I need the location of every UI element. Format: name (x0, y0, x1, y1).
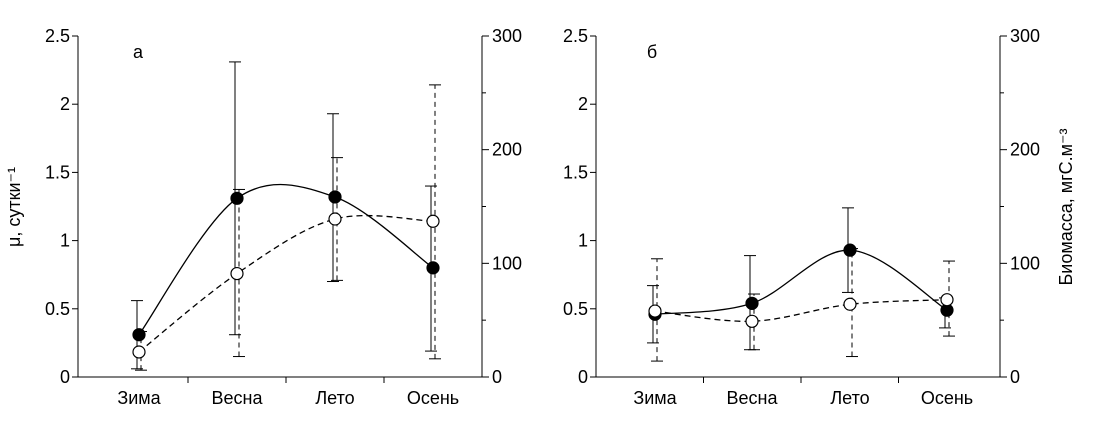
data-point (426, 214, 440, 228)
left-tick-label: 1.5 (563, 162, 588, 182)
x-tick-label: Лето (830, 388, 869, 408)
data-point (230, 191, 244, 205)
chart-panel-1: 0 0.5 1 1.5 2 2.5 0 100 200 300 Зима Весна Лето Осень… (4, 26, 522, 408)
left-tick-label: 1 (578, 231, 588, 251)
left-tick-label: 0.5 (563, 299, 588, 319)
series-line (654, 249, 948, 315)
left-tick-label: 0.5 (45, 299, 70, 319)
data-point (328, 212, 342, 226)
left-tick-label: 1.5 (45, 162, 70, 182)
data-point (940, 293, 954, 307)
data-point (745, 314, 759, 328)
right-tick-label: 100 (492, 253, 522, 273)
data-point (745, 296, 759, 310)
left-tick-label: 2 (60, 94, 70, 114)
panel-label: а (133, 42, 144, 62)
left-tick-label: 2.5 (45, 26, 70, 46)
panel-label: б (647, 42, 657, 62)
left-tick-label: 0 (60, 367, 70, 387)
y-right-axis-title: Биомасса, мгС.м⁻³ (1056, 128, 1076, 285)
chart-panel-2: 0 0.5 1 1.5 2 2.5 0 100 200 300 Зима Весна Лето Осень… (563, 26, 1076, 408)
right-tick-label: 0 (1010, 367, 1020, 387)
series-line (654, 299, 948, 322)
y-left-axis-title: μ, сутки⁻¹ (4, 167, 24, 247)
right-tick-label: 200 (1010, 140, 1040, 160)
data-point (843, 297, 857, 311)
series-2 (132, 84, 441, 371)
series-line (138, 183, 434, 336)
left-tick-label: 2 (578, 94, 588, 114)
x-tick-label: Весна (727, 388, 779, 408)
right-tick-label: 200 (492, 140, 522, 160)
right-tick-label: 100 (1010, 253, 1040, 273)
left-tick-label: 1 (60, 231, 70, 251)
x-tick-label: Лето (315, 388, 354, 408)
right-tick-label: 300 (1010, 26, 1040, 46)
data-point (328, 190, 342, 204)
data-point (230, 266, 244, 281)
data-point (843, 243, 857, 257)
x-tick-label: Осень (921, 388, 973, 408)
series-line (138, 214, 434, 353)
left-tick-label: 2.5 (563, 26, 588, 46)
data-point (132, 345, 146, 359)
right-tick-label: 300 (492, 26, 522, 46)
x-tick-label: Весна (212, 388, 264, 408)
x-tick-label: Зима (117, 388, 161, 408)
data-point (648, 304, 662, 318)
data-point (132, 328, 146, 342)
x-tick-label: Осень (407, 388, 459, 408)
x-tick-label: Зима (633, 388, 677, 408)
series-2 (648, 248, 955, 362)
series-1 (131, 61, 440, 370)
left-tick-label: 0 (578, 367, 588, 387)
right-tick-label: 0 (492, 367, 502, 387)
series-1 (647, 207, 954, 351)
data-point (426, 261, 440, 275)
